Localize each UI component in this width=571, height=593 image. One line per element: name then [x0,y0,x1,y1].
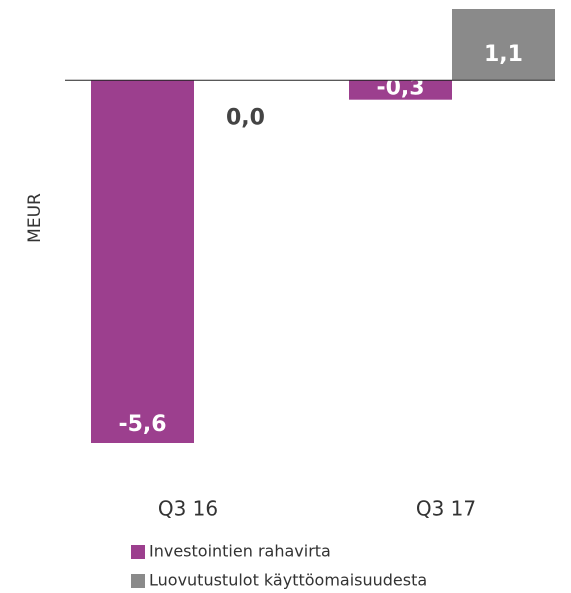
legend-swatch [131,545,145,559]
legend-label: Investointien rahavirta [149,542,331,561]
bar [349,80,452,100]
value-label: 0,0 [226,105,265,130]
legend-label: Luovutustulot käyttöomaisuudesta [149,571,427,590]
y-axis-label: MEUR [25,193,45,243]
x-tick-label: Q3 17 [416,497,476,521]
x-tick-label: Q3 16 [158,497,218,521]
value-label: -0,3 [376,75,424,100]
bar [452,9,555,81]
bar [91,80,194,444]
legend-swatch [131,574,145,588]
value-label: -5,6 [118,412,166,437]
value-label: 1,1 [484,42,523,67]
